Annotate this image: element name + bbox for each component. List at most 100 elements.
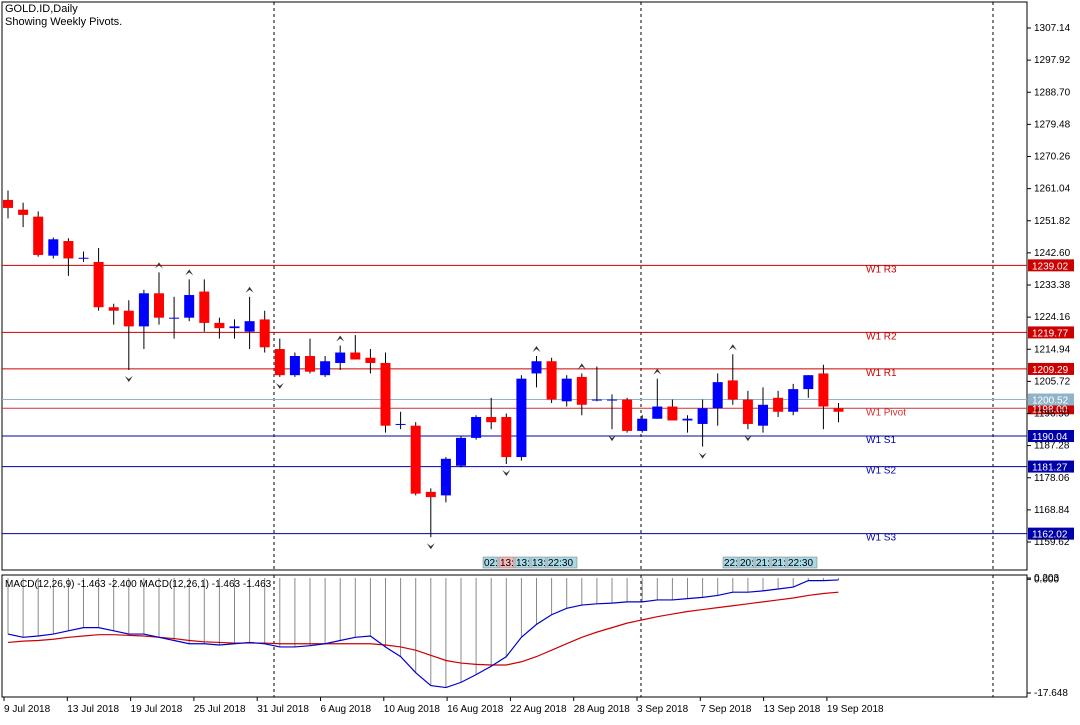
candle-body[interactable] [380,362,391,426]
x-tick-label: 3 Sep 2018 [637,704,689,715]
pivot-name-label: W1 S1 [866,435,896,446]
pivot-price-box [1028,259,1074,272]
candle-body[interactable] [335,352,346,363]
candle-body[interactable] [289,356,300,376]
candle-body[interactable] [48,239,59,256]
fractal-up-icon [728,344,737,351]
candle-body[interactable] [712,382,723,409]
session-time-box [530,556,547,569]
pivot-name-label: W1 R3 [866,264,897,275]
x-tick-label: 10 Aug 2018 [384,704,441,715]
candle-body[interactable] [742,399,753,424]
pivot-price-box [1028,362,1074,375]
candle-body[interactable] [727,380,738,400]
main-pane-frame [1,1,1028,571]
session-time-box [482,556,499,569]
y-tick-label: 1187.28 [1034,441,1070,452]
candle-body[interactable] [154,293,164,318]
candle-body[interactable] [33,216,44,255]
candle-body[interactable] [471,416,482,438]
fractal-down-icon [124,375,133,382]
candle-body[interactable] [803,375,814,390]
candle-body[interactable] [501,416,512,458]
candle-body[interactable] [395,423,406,425]
macd-y-tick-label: 0.203 [1034,573,1059,584]
pivot-price-box [1028,326,1074,339]
candle-body[interactable] [138,293,149,327]
candle-body[interactable] [244,321,255,332]
candle-body[interactable] [546,361,557,400]
pivot-price-label: 1209.29 [1032,365,1069,376]
y-tick-label: 1205.72 [1034,376,1071,387]
session-time-label: 21: [756,558,770,569]
y-tick-label: 1251.82 [1034,216,1071,227]
candle-body[interactable] [108,307,119,311]
macd-signal-line [7,591,839,666]
session-time-box [546,556,578,569]
session-time-label: 22:30 [788,558,813,569]
candle-body[interactable] [410,425,421,494]
chart-subtitle: Showing Weekly Pivots. [5,16,122,28]
candle-body[interactable] [773,397,784,412]
candle-body[interactable] [652,406,663,419]
candle-body[interactable] [214,322,225,329]
candle-body[interactable] [229,326,240,329]
candle-body[interactable] [788,389,799,412]
candle-body[interactable] [78,257,89,259]
fractal-down-icon [426,543,435,550]
y-tick-label: 1224.16 [1034,312,1071,323]
candle-body[interactable] [365,357,376,363]
candle-body[interactable] [531,361,542,374]
candle-body[interactable] [667,406,678,421]
macd-title: MACD(12,26,9) -1.463 -2.400 MACD(12,26,1… [5,579,272,590]
candle-body[interactable] [818,373,829,407]
y-tick-label: 1242.60 [1034,248,1071,259]
fractal-up-icon [577,363,586,370]
fractal-up-icon [245,286,254,293]
candle-body[interactable] [591,399,602,401]
x-tick-label: 19 Jul 2018 [131,704,183,715]
candle-body[interactable] [697,408,708,424]
x-tick-label: 13 Sep 2018 [764,704,821,715]
candle-body[interactable] [169,317,180,319]
session-time-label: 13: [500,558,514,569]
candle-body[interactable] [274,349,285,376]
candle-body[interactable] [440,458,451,496]
candle-body[interactable] [607,399,617,401]
y-tick-label: 1168.84 [1034,505,1070,516]
candle-body[interactable] [682,418,693,421]
candle-body[interactable] [456,437,466,466]
candle-body[interactable] [93,261,104,308]
candle-body[interactable] [833,408,844,412]
macd-y-tick-label: 0.000 [1034,574,1059,585]
x-tick-label: 9 Jul 2018 [4,704,51,715]
candle-body[interactable] [758,404,768,426]
y-tick-label: 1270.26 [1034,152,1071,163]
macd-y-tick-label: -17.648 [1034,688,1068,699]
session-time-label: 02: [484,558,498,569]
candle-body[interactable] [320,361,331,376]
candle-body[interactable] [3,199,13,208]
candle-body[interactable] [199,291,210,323]
candle-body[interactable] [576,376,587,405]
pivot-price-label: 1181.27 [1032,463,1068,474]
candle-body[interactable] [637,418,648,431]
session-time-label: 22: [724,558,738,569]
pivot-price-box [1028,430,1074,443]
candle-body[interactable] [305,356,315,372]
session-time-box [754,556,771,569]
candle-body[interactable] [516,378,527,458]
macd-pane-frame [1,574,1028,698]
candle-body[interactable] [561,378,572,402]
candle-body[interactable] [18,209,29,215]
candle-body[interactable] [123,310,134,327]
candle-body[interactable] [486,416,497,423]
candle-body[interactable] [63,241,74,259]
candle-body[interactable] [184,295,195,318]
x-tick-label: 31 Jul 2018 [257,704,309,715]
candle-body[interactable] [622,399,633,431]
candle-body[interactable] [350,352,361,360]
candle-body[interactable] [259,319,270,348]
candle-body[interactable] [425,491,436,498]
